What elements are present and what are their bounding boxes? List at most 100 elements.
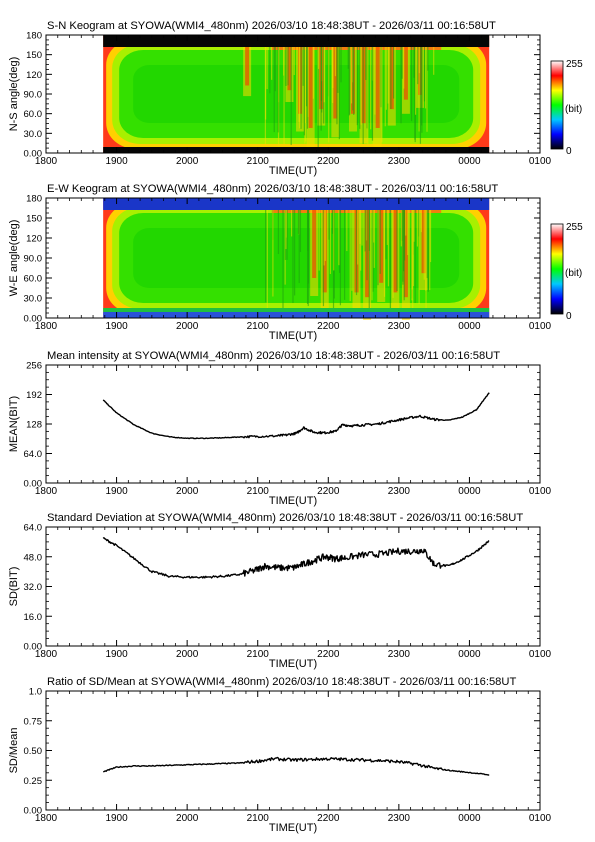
chart-title: E-W Keogram at SYOWA(WMI4_480nm) 2026/03…	[47, 183, 498, 195]
keogram-fine-streak	[393, 45, 395, 99]
x-tick-label: 0000	[458, 321, 481, 332]
chart-title: S-N Keogram at SYOWA(WMI4_480nm) 2026/03…	[47, 20, 496, 32]
x-tick-label: 2100	[247, 321, 270, 332]
keogram-fine-streak	[401, 45, 403, 79]
colorbar-max-label: 255	[566, 59, 583, 70]
keogram-fine-streak	[299, 45, 301, 129]
keogram-streak-core	[375, 43, 380, 128]
keogram-fine-streak	[383, 208, 386, 297]
colorbar-min-label: 0	[566, 146, 572, 157]
keogram-fine-streak	[420, 208, 422, 233]
keogram-streak-core	[308, 43, 313, 128]
keogram-streak-core	[403, 43, 408, 100]
keogram-fine-streak	[349, 208, 351, 302]
keogram-fine-streak	[350, 45, 353, 104]
keogram-fine-streak	[285, 45, 287, 86]
x-tick-label: 1800	[35, 156, 58, 167]
x-tick-label: 0100	[529, 813, 552, 824]
keogram-fine-streak	[386, 208, 388, 245]
x-tick-label: 0000	[458, 156, 481, 167]
y-tick-label: 0.00	[24, 642, 43, 653]
x-axis-label: TIME(UT)	[269, 330, 317, 342]
x-axis-label: TIME(UT)	[269, 165, 317, 177]
y-tick-label: 192	[26, 390, 42, 401]
x-axis-label: TIME(UT)	[269, 822, 317, 834]
keogram-fine-streak	[426, 208, 428, 279]
sn-keogram-panel: S-N Keogram at SYOWA(WMI4_480nm) 2026/03…	[8, 20, 583, 177]
x-tick-label: 0100	[529, 649, 552, 660]
keogram-fine-streak	[360, 45, 362, 125]
y-axis-label: SD(BIT)	[8, 567, 20, 607]
keogram-fine-streak	[424, 45, 427, 109]
keogram-fine-streak	[318, 208, 320, 271]
chart-title: Ratio of SD/Mean at SYOWA(WMI4_480nm) 20…	[47, 676, 516, 688]
keogram-fine-streak	[400, 45, 402, 124]
standard-deviation-panel: Standard Deviation at SYOWA(WMI4_480nm) …	[8, 512, 552, 670]
keogram-fine-streak	[323, 45, 325, 103]
plot-frame	[45, 690, 541, 811]
keogram-fine-streak	[273, 45, 275, 133]
keogram-fine-streak	[329, 208, 331, 274]
keogram-fine-streak	[287, 45, 289, 86]
keogram-fine-streak	[323, 45, 325, 124]
keogram-fine-streak	[332, 208, 334, 234]
keogram-fine-streak	[433, 45, 435, 75]
keogram-fine-streak	[306, 208, 309, 305]
y-tick-label: 0.00	[24, 149, 43, 160]
keogram-fine-streak	[328, 208, 330, 240]
keogram-fine-streak	[387, 208, 390, 287]
keogram-fine-streak	[272, 208, 274, 297]
keogram-fine-streak	[299, 208, 302, 253]
keogram-fine-streak	[283, 45, 285, 145]
x-tick-label: 2300	[388, 813, 411, 824]
keogram-fine-streak	[297, 208, 300, 234]
x-tick-label: 1800	[35, 486, 58, 497]
keogram-fine-streak	[405, 208, 407, 236]
keogram-fine-streak	[356, 45, 358, 126]
keogram-fine-streak	[338, 208, 340, 266]
y-tick-label: 90.0	[24, 90, 43, 101]
x-tick-label: 0000	[458, 813, 481, 824]
keogram-fine-streak	[290, 45, 292, 146]
x-tick-label: 0100	[529, 156, 552, 167]
keogram-fine-streak	[277, 45, 279, 133]
keogram-fine-streak	[385, 45, 387, 110]
x-tick-label: 1900	[105, 156, 128, 167]
keogram-fine-streak	[355, 208, 358, 296]
x-tick-label: 2200	[317, 156, 340, 167]
x-tick-label: 2100	[247, 156, 270, 167]
colorbar	[550, 60, 564, 150]
sd-mean-ratio-panel: Ratio of SD/Mean at SYOWA(WMI4_480nm) 20…	[8, 676, 552, 834]
keogram-fine-streak	[352, 45, 354, 111]
y-tick-label: 60.0	[24, 274, 43, 285]
y-tick-label: 180	[26, 194, 42, 205]
keogram-fine-streak	[429, 208, 431, 291]
keogram-fine-streak	[282, 208, 284, 309]
y-tick-label: 0.75	[24, 716, 43, 727]
keogram-fine-streak	[400, 208, 402, 247]
keogram-fine-streak	[367, 45, 369, 147]
keogram-fine-streak	[351, 208, 353, 291]
y-tick-label: 64.0	[24, 523, 43, 534]
keogram-fine-streak	[333, 208, 335, 271]
x-tick-label: 2100	[247, 649, 270, 660]
keogram-fine-streak	[385, 208, 387, 260]
keogram-fine-streak	[338, 208, 341, 273]
y-tick-label: 16.0	[24, 612, 43, 623]
keogram-fine-streak	[371, 208, 373, 301]
keogram-fine-streak	[302, 45, 304, 86]
keogram-fine-streak	[362, 45, 364, 144]
colorbar	[550, 223, 564, 315]
keogram-streak-core	[403, 206, 408, 298]
x-tick-label: 2000	[176, 813, 199, 824]
y-tick-label: 0.25	[24, 776, 43, 787]
keogram-fine-streak	[361, 208, 363, 246]
colorbar-min-label: 0	[566, 311, 572, 322]
keogram-fine-streak	[347, 45, 349, 69]
keogram-fine-streak	[305, 45, 308, 107]
x-tick-label: 0000	[458, 486, 481, 497]
keogram-fine-streak	[418, 208, 420, 305]
keogram-top-bar	[103, 35, 490, 47]
keogram-fine-streak	[379, 208, 381, 274]
